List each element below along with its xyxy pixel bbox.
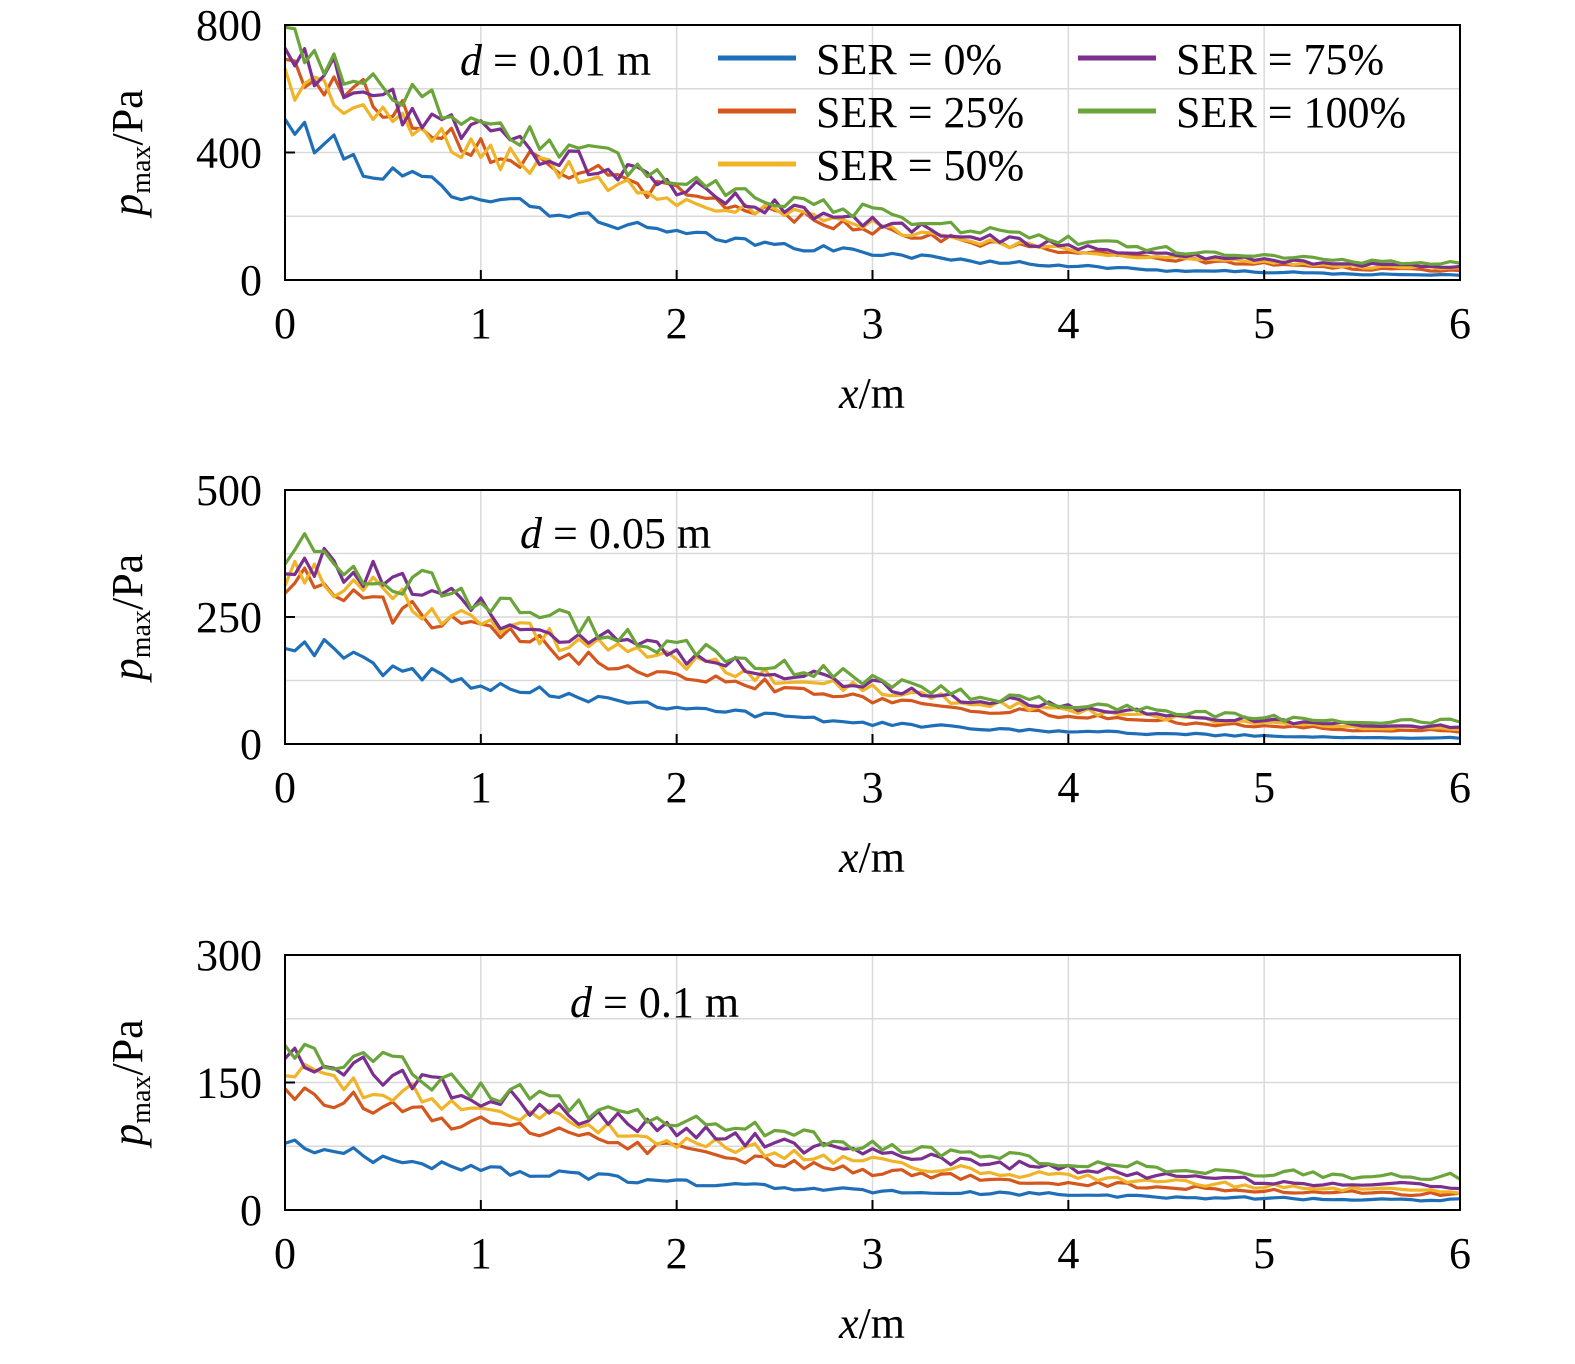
series-group (283, 532, 1461, 740)
x-tick-label: 6 (1449, 1229, 1471, 1278)
legend-label: SER = 50% (816, 141, 1024, 190)
series-line-75pct (283, 1046, 1461, 1191)
x-tick-label: 2 (666, 299, 688, 348)
axis-ticks: 0 1 2 3 4 5 6 0 400 800 (196, 1, 1471, 348)
y-tick-label: 0 (240, 1186, 262, 1235)
series-line-0pct (284, 1138, 1461, 1203)
series-line-100pct (283, 532, 1461, 725)
x-tick-label: 1 (470, 1229, 492, 1278)
x-tick-label: 3 (862, 763, 884, 812)
x-tick-label: 5 (1253, 1229, 1275, 1278)
legend-label: SER = 100% (1176, 88, 1406, 137)
legend-label: SER = 0% (816, 35, 1002, 84)
series-line-75pct (284, 546, 1461, 730)
axis-ticks: 0 1 2 3 4 5 6 0 250 500 (196, 466, 1471, 812)
y-tick-label: 0 (240, 720, 262, 769)
chart-panel-2: 0 1 2 3 4 5 6 0 250 500 x/m pmax/Pa d = 0.05 m (103, 466, 1471, 882)
y-tick-label: 250 (196, 593, 262, 642)
y-tick-label: 800 (196, 1, 262, 50)
x-tick-label: 4 (1057, 1229, 1079, 1278)
legend: SER = 0%SER = 25%SER = 50% SER = 75%SER =… (718, 35, 1406, 190)
x-axis-label: x/m (838, 833, 905, 882)
legend-label: SER = 25% (816, 88, 1024, 137)
x-axis-label: x/m (838, 1299, 905, 1348)
legend-item: SER = 75% (1078, 35, 1384, 84)
x-tick-label: 3 (862, 1229, 884, 1278)
y-axis-label: pmax/Pa (103, 89, 157, 218)
x-tick-label: 0 (274, 1229, 296, 1278)
x-tick-label: 1 (470, 299, 492, 348)
x-tick-label: 4 (1057, 299, 1079, 348)
x-tick-label: 2 (666, 1229, 688, 1278)
legend-item: SER = 50% (718, 141, 1024, 190)
x-tick-label: 0 (274, 763, 296, 812)
panel-annotation: d = 0.01 m (460, 36, 651, 85)
y-tick-label: 300 (196, 931, 262, 980)
y-tick-label: 0 (240, 256, 262, 305)
y-axis-label: pmax/Pa (103, 554, 157, 683)
legend-item: SER = 0% (718, 35, 1002, 84)
series-group (283, 1042, 1461, 1203)
gridlines (284, 489, 1461, 745)
x-tick-label: 4 (1057, 763, 1079, 812)
series-line-50pct (284, 1062, 1461, 1195)
y-tick-label: 150 (196, 1059, 262, 1108)
x-tick-label: 6 (1449, 299, 1471, 348)
x-tick-label: 2 (666, 763, 688, 812)
series-line-100pct (283, 1042, 1461, 1182)
legend-item: SER = 25% (718, 88, 1024, 137)
x-axis-label: x/m (838, 369, 905, 418)
x-tick-label: 0 (274, 299, 296, 348)
x-tick-label: 5 (1253, 763, 1275, 812)
panel-annotation: d = 0.05 m (520, 509, 711, 558)
y-axis-label: pmax/Pa (103, 1019, 157, 1148)
axis-ticks: 0 1 2 3 4 5 6 0 150 300 (196, 931, 1471, 1278)
series-line-100pct (284, 25, 1461, 266)
y-tick-label: 500 (196, 466, 262, 515)
x-tick-label: 1 (470, 763, 492, 812)
x-tick-label: 5 (1253, 299, 1275, 348)
chart-panel-1: 0 1 2 3 4 5 6 0 400 800 x/m pmax/Pa d = 0.01 m (103, 1, 1471, 418)
legend-label: SER = 75% (1176, 35, 1384, 84)
panel-annotation: d = 0.1 m (570, 978, 739, 1027)
series-line-50pct (283, 559, 1461, 732)
legend-item: SER = 100% (1078, 88, 1406, 137)
chart-panel-3: 0 1 2 3 4 5 6 0 150 300 x/m pmax/Pa d = 0.1 m (103, 931, 1471, 1348)
x-tick-label: 6 (1449, 763, 1471, 812)
y-tick-label: 400 (196, 129, 262, 178)
series-line-50pct (283, 68, 1461, 271)
x-tick-label: 3 (862, 299, 884, 348)
series-line-25pct (283, 1086, 1461, 1198)
